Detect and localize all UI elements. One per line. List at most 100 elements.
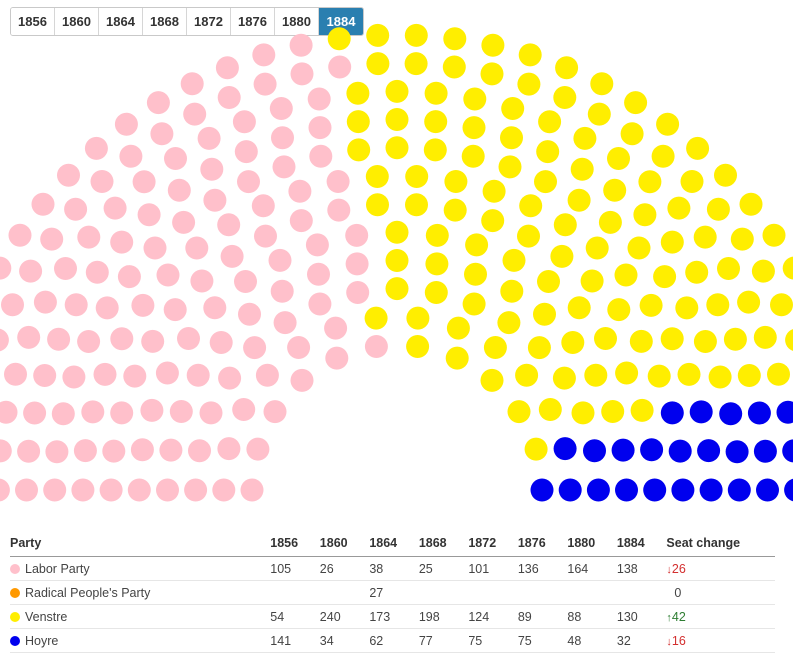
seat-dot [770,293,793,317]
seat-dot [647,364,671,388]
seat-dot [85,260,109,284]
seat-dot [132,170,156,194]
seat-dot [19,259,43,283]
seat-dot [518,43,542,67]
year-tab-1884[interactable]: 1884 [319,8,363,35]
seat-dot [727,478,751,502]
seat-dot [199,401,223,425]
seat-dot [143,236,167,260]
seat-dot [406,335,430,358]
year-tab-1868[interactable]: 1868 [143,8,187,35]
seat-dot [620,122,644,146]
seat-dot [238,302,261,326]
seat-dot [346,281,370,304]
seat-dot [461,144,485,168]
seat-value: 240 [319,604,370,629]
party-cell: Labor Party [10,556,271,581]
seat-dot [141,329,165,353]
seat-value: 54 [270,604,320,629]
seat-dot [675,296,699,320]
seat-dot [308,292,332,316]
seat-dot [287,336,311,359]
seat-value [270,580,320,605]
seat-value: 34 [319,628,370,653]
year-selector: 1856 1860 1864 1868 1872 1876 1880 1884 [10,7,364,36]
seat-dot [186,363,210,387]
seat-dot [519,194,543,218]
seat-dot [630,398,654,422]
seat-dot [0,439,12,463]
seat-value: 105 [270,556,320,581]
seat-value: 198 [418,604,469,629]
seat-dot [737,290,761,314]
seat-dot [234,140,258,164]
seat-dot [553,86,577,109]
seat-dot [45,440,69,464]
year-tab-1856[interactable]: 1856 [11,8,55,35]
seat-dot [558,478,582,502]
seat-dot [234,270,257,293]
seat-dot [81,400,105,424]
arrow-down-icon: ↓ [666,563,672,576]
header-party: Party [10,532,271,557]
year-tab-1876[interactable]: 1876 [231,8,275,35]
seat-dot [537,270,560,293]
seat-dot [200,157,224,181]
seat-dot [156,263,180,287]
seat-dot [57,163,80,187]
seat-dot [607,298,631,322]
year-tab-1872[interactable]: 1872 [187,8,231,35]
seat-dot [64,197,88,221]
arrow-up-icon: ↑ [666,611,672,624]
table-header-row: Party 1856 1860 1864 1868 1872 1876 1880 1884 Sea… [10,532,775,557]
seat-dot [444,170,468,193]
seat-dot [462,116,486,140]
seat-dot [180,72,204,96]
seat-dot [443,27,467,51]
seat-dot [23,401,47,425]
seat-dot [99,478,123,502]
seat-value: 62 [369,628,419,653]
seat-dot [465,233,489,257]
seat-dot [782,439,793,463]
seat-value: 164 [567,556,617,581]
seat-dot [252,43,276,67]
seat-dot [163,298,187,322]
year-tab-1860[interactable]: 1860 [55,8,99,35]
seat-dot [324,316,348,340]
seat-dot [217,86,241,109]
seat-dot [155,361,179,385]
seat-dot [404,52,428,76]
year-tab-1880[interactable]: 1880 [275,8,319,35]
seat-dot [598,210,622,234]
seat-dot [172,210,196,234]
party-name: Hoyre [25,633,59,648]
seat-dot [653,265,677,289]
seat-dot [345,252,369,276]
seat-dot [607,147,630,170]
seat-dot [119,144,143,168]
seat-dot [217,437,241,461]
seat-dot [110,401,134,425]
seat-change-value: 0 [674,585,682,600]
seat-dot [753,325,777,349]
header-1856: 1856 [270,532,320,557]
year-tab-1864[interactable]: 1864 [99,8,143,35]
seat-dot [307,262,330,286]
seat-dot [708,365,732,389]
seat-dot [639,293,663,317]
seat-dot [424,81,448,105]
seat-dot [756,478,779,502]
seat-dot [725,440,749,464]
seat-dot [346,81,370,105]
seat-dot [480,368,504,392]
header-1884: 1884 [616,532,667,557]
seat-dot [220,244,244,268]
seat-dot [177,327,200,350]
seat-dot [737,364,761,387]
seat-dot [254,224,277,248]
seat-dot [782,256,793,280]
seat-dot [624,91,648,115]
seat-dot [103,196,127,220]
seat-dot [570,157,594,181]
